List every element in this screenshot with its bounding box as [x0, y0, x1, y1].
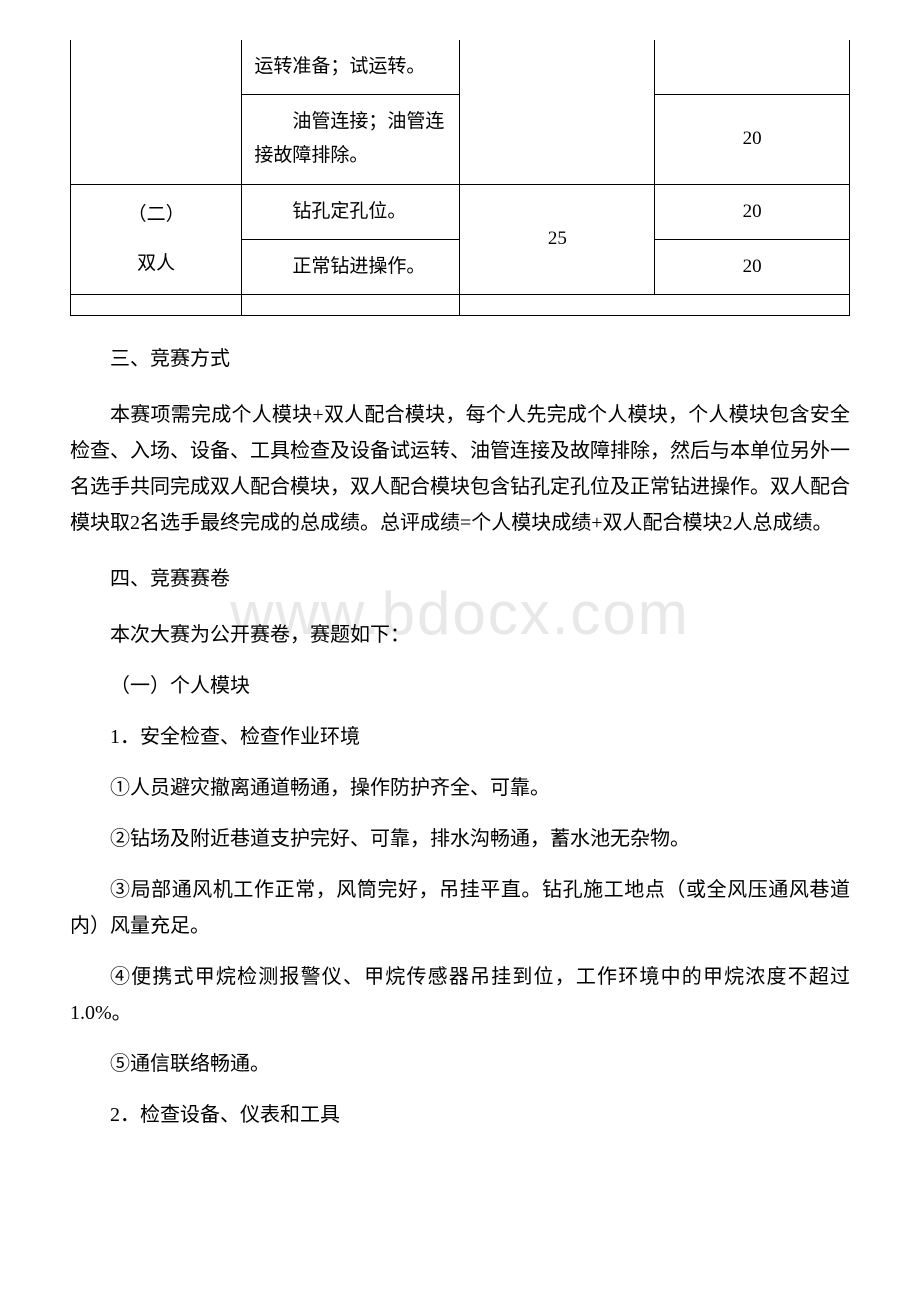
table-cell: 油管连接；油管连接故障排除。	[242, 95, 460, 184]
table-cell: （二） 双人	[71, 184, 242, 294]
table-cell	[71, 40, 242, 184]
table-cell: 20	[655, 239, 850, 294]
table-row: 运转准备；试运转。	[71, 40, 850, 95]
subsection-1-title: （一）个人模块	[70, 668, 850, 704]
table-cell: 25	[460, 184, 655, 294]
cell-text-line1: （二）	[83, 198, 229, 232]
item-2-title: 2．检查设备、仪表和工具	[70, 1097, 850, 1133]
item-1-1: ①人员避灾撤离通道畅通，操作防护齐全、可靠。	[70, 770, 850, 806]
item-1-3: ③局部通风机工作正常，风筒完好，吊挂平直。钻孔施工地点（或全风压通风巷道内）风量…	[70, 872, 850, 944]
section-3-title: 三、竞赛方式	[70, 341, 850, 377]
document-content: 运转准备；试运转。 油管连接；油管连接故障排除。 20 （二） 双人 钻孔定孔位…	[70, 40, 850, 1133]
section-4-title: 四、竞赛赛卷	[70, 561, 850, 597]
item-1-4: ④便携式甲烷检测报警仪、甲烷传感器吊挂到位，工作环境中的甲烷浓度不超过1.0%。	[70, 959, 850, 1031]
table-cell	[71, 294, 242, 315]
table-row	[71, 294, 850, 315]
section-3-paragraph: 本赛项需完成个人模块+双人配合模块，每个人先完成个人模块，个人模块包含安全检查、…	[70, 397, 850, 541]
table-cell	[460, 294, 850, 315]
table-cell: 20	[655, 184, 850, 239]
cell-text-line2: 双人	[83, 247, 229, 281]
table-cell: 运转准备；试运转。	[242, 40, 460, 95]
item-1-5: ⑤通信联络畅通。	[70, 1046, 850, 1082]
section-4-paragraph: 本次大赛为公开赛卷，赛题如下：	[70, 617, 850, 653]
table-row: （二） 双人 钻孔定孔位。 25 20	[71, 184, 850, 239]
table-cell: 钻孔定孔位。	[242, 184, 460, 239]
table-cell	[460, 40, 655, 184]
item-1-title: 1．安全检查、检查作业环境	[70, 719, 850, 755]
table-cell: 20	[655, 95, 850, 184]
item-1-2: ②钻场及附近巷道支护完好、可靠，排水沟畅通，蓄水池无杂物。	[70, 821, 850, 857]
table-cell	[242, 294, 460, 315]
table-cell: 正常钻进操作。	[242, 239, 460, 294]
table-cell	[655, 40, 850, 95]
competition-table: 运转准备；试运转。 油管连接；油管连接故障排除。 20 （二） 双人 钻孔定孔位…	[70, 40, 850, 316]
